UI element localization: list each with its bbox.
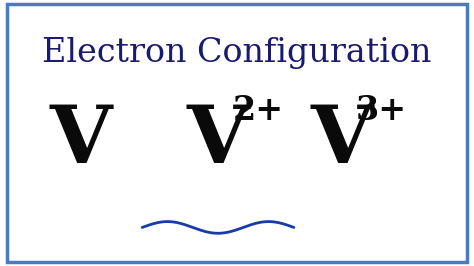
Text: V: V [310, 102, 373, 180]
Text: V: V [187, 102, 249, 180]
Text: 3+: 3+ [356, 94, 407, 127]
FancyBboxPatch shape [7, 4, 467, 262]
Text: Electron Configuration: Electron Configuration [42, 37, 432, 69]
Text: V: V [49, 102, 112, 180]
Text: 2+: 2+ [233, 94, 284, 127]
